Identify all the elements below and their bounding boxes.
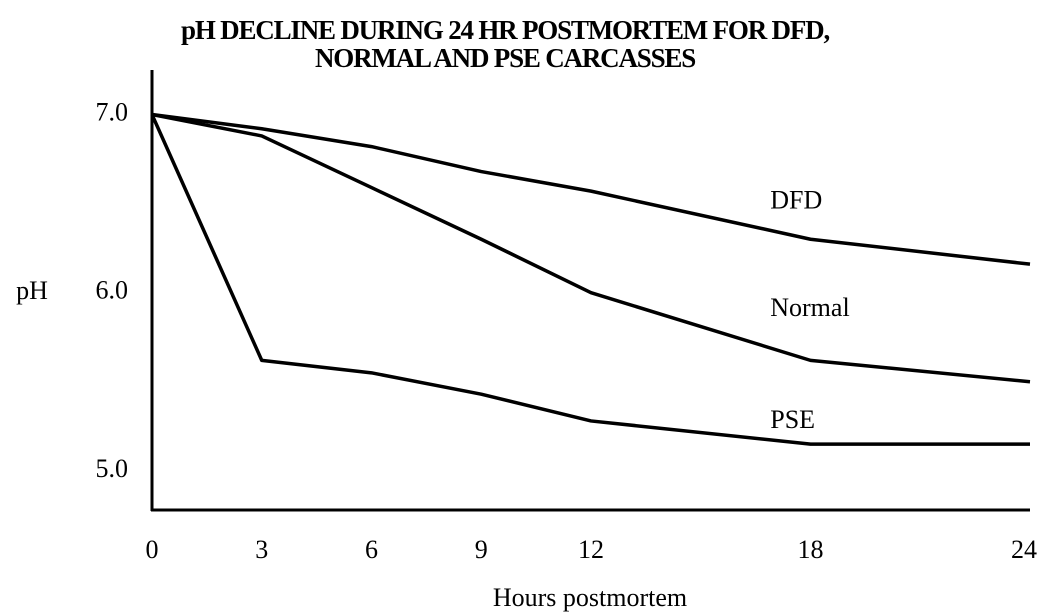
- series-label: Normal: [770, 293, 849, 322]
- x-tick-label: 6: [365, 535, 378, 564]
- series-label: PSE: [770, 405, 815, 434]
- line-series: [150, 113, 1030, 446]
- y-axis-label: pH: [16, 276, 48, 305]
- x-tick-label: 3: [255, 535, 268, 564]
- chart-title: NORMAL AND PSE CARCASSES: [315, 43, 695, 73]
- x-tick-label: 18: [798, 535, 824, 564]
- chart-title: pH DECLINE DURING 24 HR POSTMORTEM FOR D…: [181, 15, 829, 45]
- y-tick-label: 5.0: [96, 454, 129, 483]
- x-tick-label: 24: [1011, 535, 1037, 564]
- line-series: [151, 112, 1031, 266]
- x-axis-label: Hours postmortem: [493, 583, 687, 612]
- y-tick-label: 6.0: [96, 276, 129, 305]
- x-tick-label: 9: [475, 535, 488, 564]
- x-tick-label: 0: [146, 535, 159, 564]
- line-series: [151, 112, 1031, 384]
- y-tick-label: 7.0: [96, 98, 129, 127]
- series-label: DFD: [770, 185, 822, 214]
- x-tick-label: 12: [578, 535, 604, 564]
